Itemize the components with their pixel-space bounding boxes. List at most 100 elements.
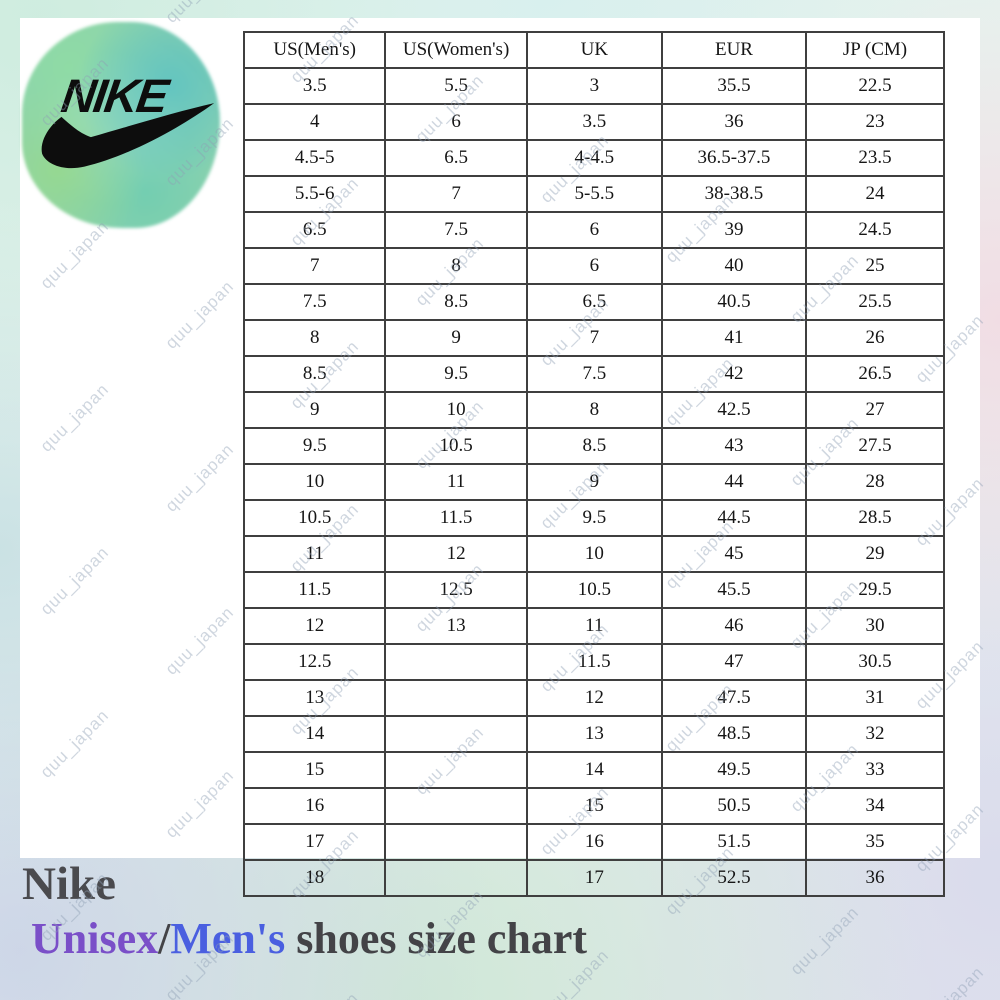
watermark-text: quu_japan xyxy=(786,902,863,979)
table-cell: 47 xyxy=(660,643,808,681)
table-cell: 46 xyxy=(660,607,808,645)
table-cell: 47.5 xyxy=(660,679,808,717)
table-cell: 17 xyxy=(525,859,663,897)
table-cell: 6 xyxy=(525,211,663,249)
table-cell: 36 xyxy=(660,103,808,141)
table-row: 11.5 12.5 10.5 45.5 29.5 xyxy=(242,571,945,609)
subtitle: Unisex/Men's shoes size chart xyxy=(31,917,587,961)
table-cell: 5.5 xyxy=(384,67,528,105)
table-cell: 11 xyxy=(242,535,387,573)
table-cell: 9 xyxy=(525,463,663,501)
table-row: 7 8 6 40 25 xyxy=(242,247,945,285)
table-cell: 7 xyxy=(384,175,528,213)
table-cell: 10.5 xyxy=(242,499,387,537)
table-cell: 13 xyxy=(525,715,663,753)
watermark-text: quu_japan xyxy=(912,963,989,1000)
table-cell: 11 xyxy=(525,607,663,645)
table-row: 11 12 10 45 29 xyxy=(242,535,945,573)
column-header: UK xyxy=(525,31,663,69)
table-cell: 9 xyxy=(242,391,387,429)
table-cell: 4 xyxy=(242,103,387,141)
table-row: 17 16 51.5 35 xyxy=(242,823,945,861)
table-cell: 45.5 xyxy=(660,571,808,609)
table-cell: 9 xyxy=(384,319,528,357)
table-cell: 8.5 xyxy=(525,427,663,465)
table-row: 8.5 9.5 7.5 42 26.5 xyxy=(242,355,945,393)
table-cell: 34 xyxy=(805,787,945,825)
watermark-text: quu_japan xyxy=(287,989,364,1000)
table-cell: 27 xyxy=(805,391,945,429)
table-row: 4.5-5 6.5 4-4.5 36.5-37.5 23.5 xyxy=(242,139,945,177)
table-cell: 6 xyxy=(525,247,663,285)
table-cell: 8 xyxy=(242,319,387,357)
table-cell: 28 xyxy=(805,463,945,501)
table-cell: 36.5-37.5 xyxy=(660,139,808,177)
table-cell: 35.5 xyxy=(660,67,808,105)
table-cell: 38-38.5 xyxy=(660,175,808,213)
table-cell: 16 xyxy=(525,823,663,861)
column-header: JP (CM) xyxy=(805,31,945,69)
table-row: 9.5 10.5 8.5 43 27.5 xyxy=(242,427,945,465)
table-row: 10.5 11.5 9.5 44.5 28.5 xyxy=(242,499,945,537)
table-cell: 4.5-5 xyxy=(242,139,387,177)
table-cell: 33 xyxy=(805,751,945,789)
table-cell: 14 xyxy=(525,751,663,789)
table-cell: 30 xyxy=(805,607,945,645)
table-cell: 8.5 xyxy=(384,283,528,321)
table-cell: 43 xyxy=(660,427,808,465)
table-row: 3.5 5.5 3 35.5 22.5 xyxy=(242,67,945,105)
table-cell: 13 xyxy=(242,679,387,717)
table-row: 12.5 11.5 47 30.5 xyxy=(242,643,945,681)
table-cell: 42.5 xyxy=(660,391,808,429)
table-cell: 25.5 xyxy=(805,283,945,321)
table-cell: 7.5 xyxy=(242,283,387,321)
table-cell: 28.5 xyxy=(805,499,945,537)
table-cell: 3 xyxy=(525,67,663,105)
table-cell: 32 xyxy=(805,715,945,753)
table-cell xyxy=(384,787,528,825)
table-cell: 31 xyxy=(805,679,945,717)
table-cell: 5.5-6 xyxy=(242,175,387,213)
table-cell: 4-4.5 xyxy=(525,139,663,177)
table-cell: 3.5 xyxy=(525,103,663,141)
table-cell: 3.5 xyxy=(242,67,387,105)
table-cell: 6.5 xyxy=(525,283,663,321)
table-cell: 13 xyxy=(384,607,528,645)
nike-swoosh-icon xyxy=(41,103,215,169)
table-cell: 49.5 xyxy=(660,751,808,789)
table-cell: 29.5 xyxy=(805,571,945,609)
table-row: 15 14 49.5 33 xyxy=(242,751,945,789)
table-row: 8 9 7 41 26 xyxy=(242,319,945,357)
table-cell: 40 xyxy=(660,247,808,285)
table-cell: 23.5 xyxy=(805,139,945,177)
subtitle-slash: / xyxy=(158,914,171,963)
table-row: 9 10 8 42.5 27 xyxy=(242,391,945,429)
table-cell: 42 xyxy=(660,355,808,393)
table-cell: 18 xyxy=(242,859,387,897)
table-cell: 36 xyxy=(805,859,945,897)
table-cell: 50.5 xyxy=(660,787,808,825)
table-cell: 15 xyxy=(242,751,387,789)
table-cell: 27.5 xyxy=(805,427,945,465)
caption-block: Nike Unisex/Men's shoes size chart xyxy=(22,861,587,961)
table-cell: 24.5 xyxy=(805,211,945,249)
table-cell: 45 xyxy=(660,535,808,573)
table-cell: 10.5 xyxy=(525,571,663,609)
table-cell: 11.5 xyxy=(242,571,387,609)
table-cell: 48.5 xyxy=(660,715,808,753)
subtitle-rest: shoes size chart xyxy=(285,914,588,963)
table-row: 7.5 8.5 6.5 40.5 25.5 xyxy=(242,283,945,321)
table-cell: 6.5 xyxy=(242,211,387,249)
table-cell: 10 xyxy=(242,463,387,501)
table-cell: 23 xyxy=(805,103,945,141)
table-cell: 51.5 xyxy=(660,823,808,861)
table-cell: 10 xyxy=(525,535,663,573)
table-row: 12 13 11 46 30 xyxy=(242,607,945,645)
nike-logo: NIKE xyxy=(22,22,228,234)
table-cell: 41 xyxy=(660,319,808,357)
table-cell: 52.5 xyxy=(660,859,808,897)
content-card: NIKE US(Men's) US(Women's) UK EUR JP (CM) 3.… xyxy=(20,18,980,897)
table-cell: 30.5 xyxy=(805,643,945,681)
table-cell: 10 xyxy=(384,391,528,429)
table-cell: 7.5 xyxy=(525,355,663,393)
